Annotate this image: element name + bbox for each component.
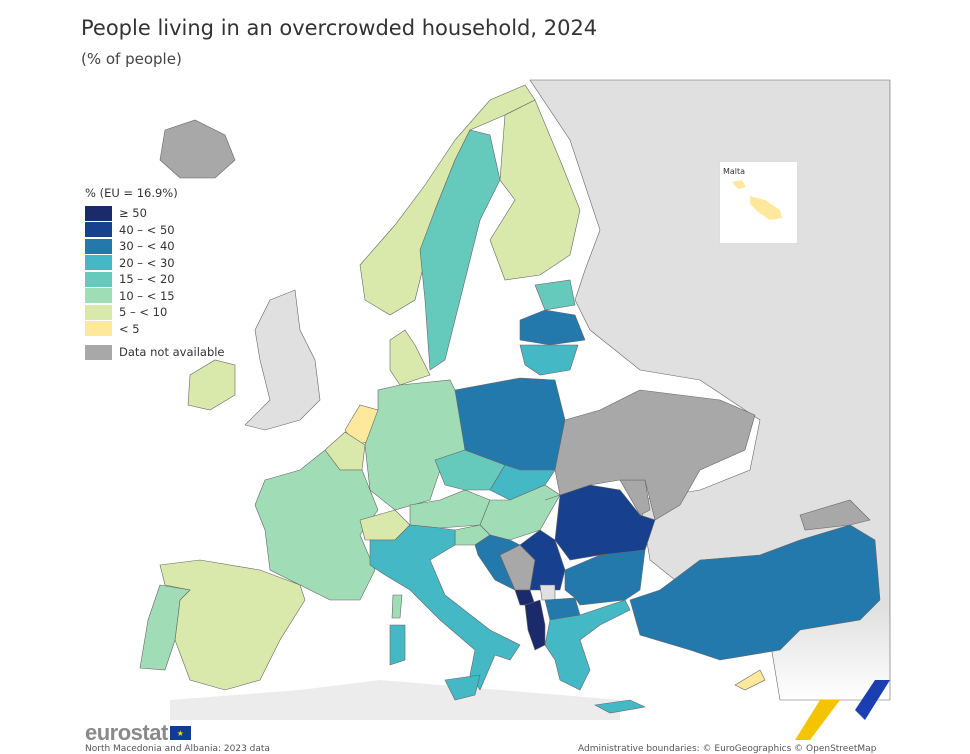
country-albania xyxy=(524,599,546,651)
legend-item: 30 – < 40 xyxy=(85,238,225,255)
legend-item: ≥ 50 xyxy=(85,205,225,222)
country-spain xyxy=(159,559,306,691)
logo-text: eurostat xyxy=(85,720,168,745)
legend-label: < 5 xyxy=(119,321,140,336)
north-africa xyxy=(170,680,620,720)
page-title: People living in an overcrowded househol… xyxy=(81,16,598,40)
legend-swatch xyxy=(85,255,112,271)
logo-ribbon-blue xyxy=(855,680,890,720)
legend-swatch xyxy=(85,271,112,287)
legend-item: 5 – < 10 xyxy=(85,304,225,321)
legend-swatch xyxy=(85,304,112,320)
legend-label: 20 – < 30 xyxy=(119,255,175,270)
page-subtitle: (% of people) xyxy=(81,50,182,68)
legend-swatch xyxy=(85,288,112,304)
eu-flag-icon: ★ xyxy=(169,726,191,740)
legend-swatch xyxy=(85,321,112,337)
legend-item: < 5 xyxy=(85,321,225,338)
legend-item: 15 – < 20 xyxy=(85,271,225,288)
country-ireland xyxy=(187,359,236,411)
credits: Administrative boundaries: © EuroGeograp… xyxy=(578,744,877,754)
legend-swatch xyxy=(85,238,112,254)
country-germany xyxy=(364,379,466,511)
country-lithuania xyxy=(519,344,579,376)
legend-label: ≥ 50 xyxy=(119,206,147,221)
country-ukraine xyxy=(554,389,756,521)
uk xyxy=(244,289,321,431)
legend-label: 10 – < 15 xyxy=(119,288,175,303)
country-portugal xyxy=(139,584,191,671)
legend-item: 40 – < 50 xyxy=(85,222,225,239)
country-cyprus xyxy=(734,669,766,691)
country-sardinia xyxy=(389,624,406,666)
country-sweden xyxy=(419,129,501,371)
country-estonia xyxy=(534,279,576,311)
eurostat-logo: eurostat ★ xyxy=(85,720,191,746)
country-sicily xyxy=(444,674,481,701)
country-serbia xyxy=(519,529,566,591)
country-malta xyxy=(732,180,746,189)
legend-swatch xyxy=(85,205,112,221)
legend-item-na: Data not available xyxy=(85,344,225,361)
legend-label: 15 – < 20 xyxy=(119,272,175,287)
legend: % (EU = 16.9%) ≥ 50 40 – < 50 30 – < 40 … xyxy=(85,186,225,361)
legend-label: 30 – < 40 xyxy=(119,239,175,254)
legend-item: 10 – < 15 xyxy=(85,288,225,305)
legend-label: 5 – < 10 xyxy=(119,305,168,320)
country-finland xyxy=(489,99,581,281)
country-georgia xyxy=(799,499,871,531)
country-crete xyxy=(594,699,646,714)
legend-label: 40 – < 50 xyxy=(119,222,175,237)
legend-swatch xyxy=(85,344,112,360)
country-france xyxy=(254,449,379,601)
logo-ribbon-yellow xyxy=(795,700,840,740)
malta-map xyxy=(732,180,782,220)
inset-label: Malta xyxy=(723,167,746,176)
country-malta-main xyxy=(750,196,782,220)
country-turkey xyxy=(629,524,881,661)
country-iceland xyxy=(159,119,236,179)
legend-label: Data not available xyxy=(119,345,225,360)
footnote: North Macedonia and Albania: 2023 data xyxy=(85,744,270,754)
country-corsica xyxy=(391,594,403,619)
country-greece xyxy=(544,599,631,691)
country-kosovo xyxy=(539,584,556,601)
malta-inset: Malta xyxy=(719,161,798,244)
legend-swatch xyxy=(85,222,112,238)
country-denmark xyxy=(389,329,431,386)
legend-title: % (EU = 16.9%) xyxy=(85,186,178,200)
country-latvia xyxy=(519,309,586,346)
legend-item: 20 – < 30 xyxy=(85,255,225,272)
country-italy xyxy=(369,524,521,691)
